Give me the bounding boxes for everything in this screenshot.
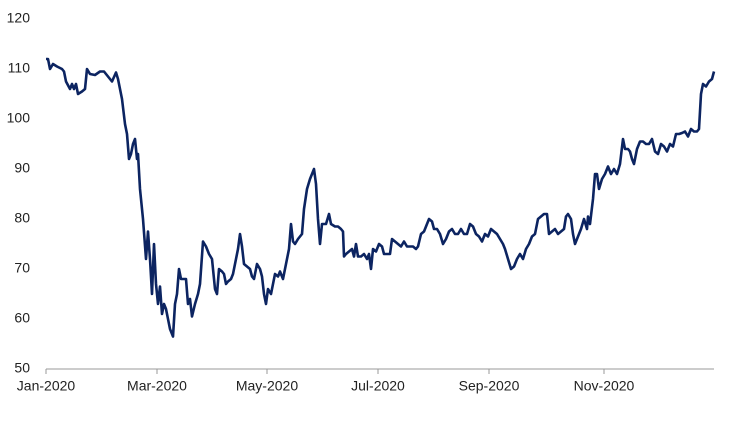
x-tick-label: Mar-2020 [127,378,187,394]
y-tick-label: 90 [14,160,30,176]
x-tick-label: Jul-2020 [351,378,405,394]
x-tick-label: Nov-2020 [574,378,635,394]
y-tick-label: 60 [14,310,30,326]
y-tick-label: 80 [14,210,30,226]
x-tick-label: May-2020 [236,378,298,394]
y-tick-label: 50 [14,360,30,376]
data-line [46,57,716,338]
y-tick-label: 120 [7,10,31,26]
x-tick-label: Sep-2020 [459,378,520,394]
x-tick-label: Jan-2020 [17,378,76,394]
y-tick-label: 110 [8,60,31,76]
y-tick-label: 100 [7,110,31,126]
y-tick-label: 70 [14,260,30,276]
